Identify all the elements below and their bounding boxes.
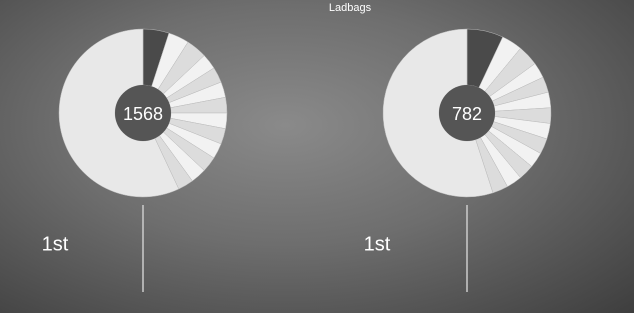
- total-value: 782: [452, 104, 482, 124]
- rank: 1st: [364, 233, 391, 255]
- page: Ladbags 15681st7821st (() => { const dat…: [0, 0, 634, 313]
- title: Ladbags: [329, 2, 372, 14]
- total-value: 1568: [123, 104, 163, 124]
- rank: 1st: [42, 233, 69, 255]
- dashboard: Ladbags 1568 1st 782 1st: [0, 0, 634, 313]
